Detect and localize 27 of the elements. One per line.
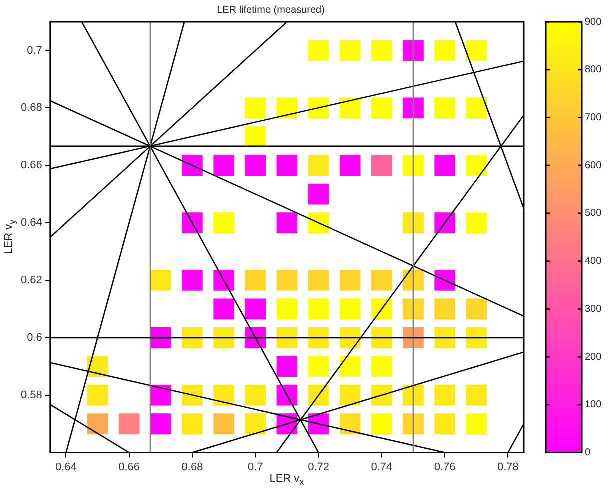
- color-bar-label: 800: [585, 64, 602, 76]
- x-tick-label: 0.7: [248, 461, 264, 474]
- color-bar-label: 100: [585, 400, 602, 411]
- color-bar-label: 0: [585, 448, 591, 459]
- color-bar-label: 400: [585, 256, 602, 268]
- x-tick-label: 0.66: [118, 461, 140, 474]
- color-bar-label: 700: [585, 112, 602, 124]
- x-tick-label: 0.76: [434, 461, 456, 474]
- x-tick-label: 0.64: [55, 461, 77, 474]
- color-bar-label: 500: [585, 208, 602, 220]
- y-tick-label: 0.7: [27, 44, 42, 57]
- x-axis-title: LER v$_{x}$: [270, 473, 304, 488]
- color-bar-label: 200: [585, 352, 602, 363]
- x-tick-label: 0.72: [308, 461, 330, 474]
- x-tick-label: 0.78: [498, 461, 519, 474]
- chart-title: LER lifetime (measured): [217, 4, 325, 16]
- y-tick-label: 0.68: [20, 102, 42, 114]
- y-tick-label: 0.62: [20, 274, 42, 287]
- y-tick-label: 0.66: [20, 160, 42, 172]
- color-bar-label: 900: [585, 16, 602, 28]
- x-tick-label: 0.68: [182, 461, 204, 474]
- color-bar-label: 600: [585, 160, 602, 172]
- y-tick-label: 0.58: [20, 389, 42, 402]
- color-bar-label: 300: [585, 304, 602, 315]
- x-tick-label: 0.74: [371, 461, 393, 474]
- y-tick-label: 0.6: [27, 332, 42, 344]
- y-tick-label: 0.64: [20, 217, 42, 230]
